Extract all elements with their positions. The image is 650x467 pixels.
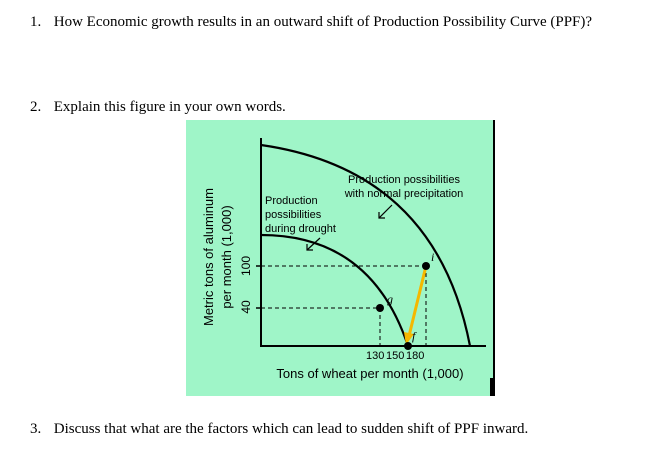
x-axis-label: Tons of wheat per month (1,000) bbox=[276, 366, 463, 381]
question-text: Discuss that what are the factors which … bbox=[53, 421, 529, 437]
point-f bbox=[404, 342, 412, 350]
x-tick-label-150: 150 bbox=[386, 350, 404, 362]
y-axis-label-line1: Metric tons of aluminum bbox=[201, 188, 216, 326]
ppf-curve-drought bbox=[260, 233, 410, 347]
drought-label-pointer-head bbox=[306, 244, 313, 251]
point-i bbox=[422, 262, 430, 270]
shift-arrow-line bbox=[407, 265, 428, 337]
question-2: 2. Explain this figure in your own words… bbox=[30, 99, 286, 116]
y-axis-label-line2: per month (1,000) bbox=[219, 205, 234, 308]
normal-label-pointer-head bbox=[378, 212, 385, 219]
question-number: 1. bbox=[30, 14, 42, 30]
question-3: 3. Discuss that what are the factors whi… bbox=[30, 421, 528, 438]
ppf-figure: Metric tons of aluminum per month (1,000… bbox=[186, 120, 495, 396]
point-g bbox=[376, 304, 384, 312]
drought-label-pointer bbox=[306, 237, 321, 251]
point-label-g: g bbox=[387, 292, 393, 306]
point-label-f: f bbox=[412, 329, 417, 343]
normal-curve-label-line2: with normal precipitation bbox=[344, 188, 464, 200]
shift-arrow-head bbox=[404, 332, 414, 345]
drought-curve-label-line1: Production bbox=[265, 195, 318, 207]
ppf-curve-normal bbox=[260, 143, 472, 347]
question-number: 3. bbox=[30, 421, 42, 437]
x-tick-label-180: 180 bbox=[406, 350, 424, 362]
y-tick-label-100: 100 bbox=[239, 256, 253, 276]
question-1: 1. How Economic growth results in an out… bbox=[30, 14, 592, 31]
point-label-i: i bbox=[431, 250, 434, 264]
drought-curve-label-line2: possibilities bbox=[265, 209, 322, 221]
y-tick-label-40: 40 bbox=[239, 300, 253, 314]
normal-curve-label-line1: Production possibilities bbox=[348, 174, 460, 186]
figure-background bbox=[186, 120, 495, 396]
x-tick-label-130: 130 bbox=[366, 350, 384, 362]
question-number: 2. bbox=[30, 99, 42, 115]
drought-curve-label-line3: during drought bbox=[265, 223, 336, 235]
normal-label-pointer bbox=[378, 204, 393, 219]
question-text: How Economic growth results in an outwar… bbox=[53, 14, 593, 30]
question-text: Explain this figure in your own words. bbox=[53, 99, 286, 115]
